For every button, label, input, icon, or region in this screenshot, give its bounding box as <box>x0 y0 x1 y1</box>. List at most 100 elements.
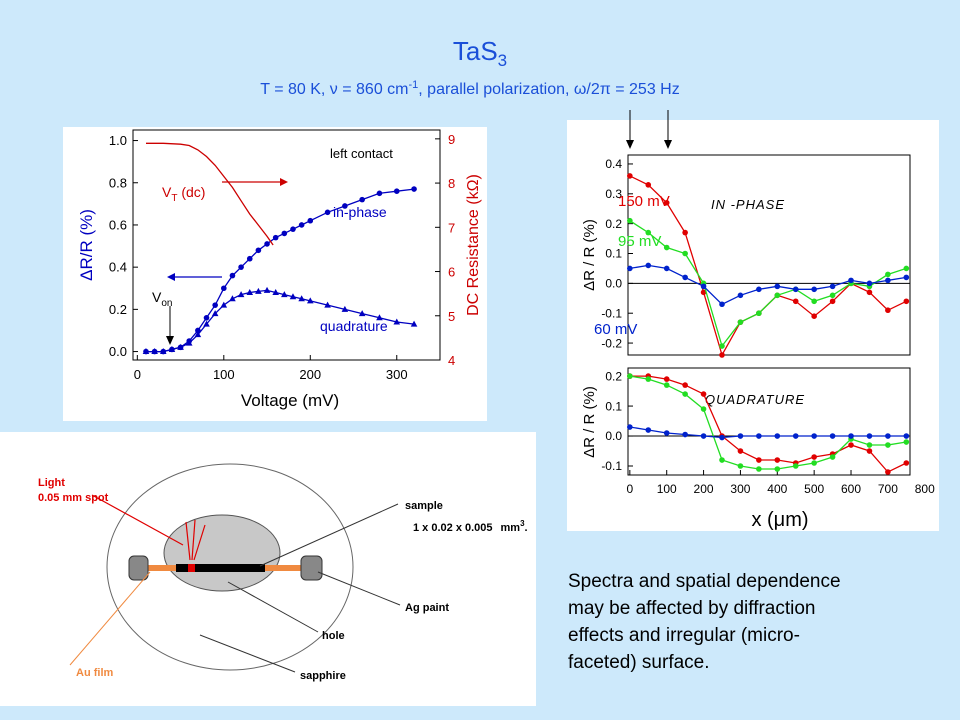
arrows <box>166 110 672 345</box>
x-tick-label: 100 <box>213 367 235 382</box>
series-label: 60 mV <box>594 321 637 338</box>
y2-tick-label: 5 <box>448 309 455 324</box>
point <box>848 433 854 439</box>
point <box>264 241 270 247</box>
point <box>700 283 707 290</box>
point <box>829 454 836 460</box>
diagram-label: sample <box>405 500 443 512</box>
x-tick-label: 0 <box>626 482 633 496</box>
size-text: 1 x 0.02 x 0.005 <box>413 522 493 534</box>
sample-bar <box>176 564 265 572</box>
point <box>719 457 725 463</box>
x-tick-label: 200 <box>299 367 321 382</box>
annotation: VT (dc) <box>162 184 205 204</box>
point <box>627 173 633 179</box>
text-line: may be affected by diffraction <box>568 598 816 619</box>
point <box>298 295 305 302</box>
point <box>376 190 383 197</box>
point <box>774 457 781 463</box>
point <box>203 320 210 327</box>
point <box>903 439 910 445</box>
point <box>885 442 891 448</box>
point <box>663 244 670 251</box>
point <box>682 250 688 257</box>
slide-subtitle: T = 80 K, ν = 860 cm-1, parallel polariz… <box>260 79 679 98</box>
point <box>663 430 670 436</box>
point <box>246 255 253 262</box>
point <box>645 229 652 236</box>
y-tick-label: 0.4 <box>109 260 127 275</box>
point <box>185 339 193 346</box>
point <box>645 376 652 382</box>
point <box>307 217 314 224</box>
point <box>719 352 725 358</box>
y2-tick-label: 6 <box>448 265 455 280</box>
y-axis-label: ΔR / R (%) <box>581 386 598 458</box>
point <box>627 217 633 224</box>
point <box>290 226 296 232</box>
point <box>737 292 744 299</box>
point <box>737 433 744 439</box>
point <box>272 288 279 295</box>
point <box>737 319 744 325</box>
point <box>211 310 219 317</box>
y-tick-label: 0.4 <box>605 157 622 171</box>
subtitle-sup: -1 <box>409 79 419 91</box>
point <box>829 298 836 305</box>
point <box>627 373 633 379</box>
text-line: effects and irregular (micro- <box>568 625 800 646</box>
point <box>358 310 366 317</box>
point <box>885 307 891 314</box>
point <box>792 433 799 439</box>
point <box>255 247 262 254</box>
point <box>263 286 271 293</box>
y-tick-label: 0.2 <box>605 217 622 231</box>
x-tick-label: 300 <box>730 482 750 496</box>
point <box>682 431 688 438</box>
point <box>324 301 331 308</box>
y-tick-label: 0.1 <box>605 399 622 413</box>
point <box>903 460 910 466</box>
point <box>792 286 799 293</box>
point <box>885 271 891 278</box>
point <box>756 286 762 293</box>
point <box>359 196 365 203</box>
point <box>663 199 670 206</box>
title-main: TaS <box>453 36 498 66</box>
point <box>324 209 331 216</box>
size-sup: 3 <box>520 519 525 528</box>
point <box>719 301 725 308</box>
y-tick-label: 0.0 <box>605 277 622 291</box>
light-spot <box>188 564 195 572</box>
point <box>229 272 236 279</box>
point <box>700 391 707 397</box>
point <box>682 391 688 397</box>
ag-pad-left <box>128 555 149 581</box>
right-panel <box>567 120 939 531</box>
point <box>393 318 401 325</box>
point <box>774 283 781 290</box>
point <box>848 442 854 448</box>
y2-tick-label: 8 <box>448 176 455 191</box>
point <box>411 186 417 192</box>
series-line <box>629 264 907 306</box>
point <box>811 454 817 460</box>
diagram-label: Light <box>38 477 65 489</box>
point <box>774 433 781 439</box>
point <box>306 297 314 304</box>
x-tick-label: 100 <box>657 482 677 496</box>
point <box>142 348 150 355</box>
point <box>212 302 218 308</box>
plot-frame <box>132 129 441 361</box>
annotation-part: V <box>152 289 162 305</box>
point <box>811 433 817 439</box>
point <box>272 234 279 241</box>
point <box>255 287 262 294</box>
y-tick-label: 0.0 <box>605 429 622 443</box>
sapphire-outline <box>106 463 354 671</box>
point <box>645 427 652 433</box>
point <box>393 188 400 194</box>
point <box>289 293 297 300</box>
y-axis-label: ΔR/R (%) <box>77 209 96 281</box>
x-tick-label: 400 <box>767 482 787 496</box>
